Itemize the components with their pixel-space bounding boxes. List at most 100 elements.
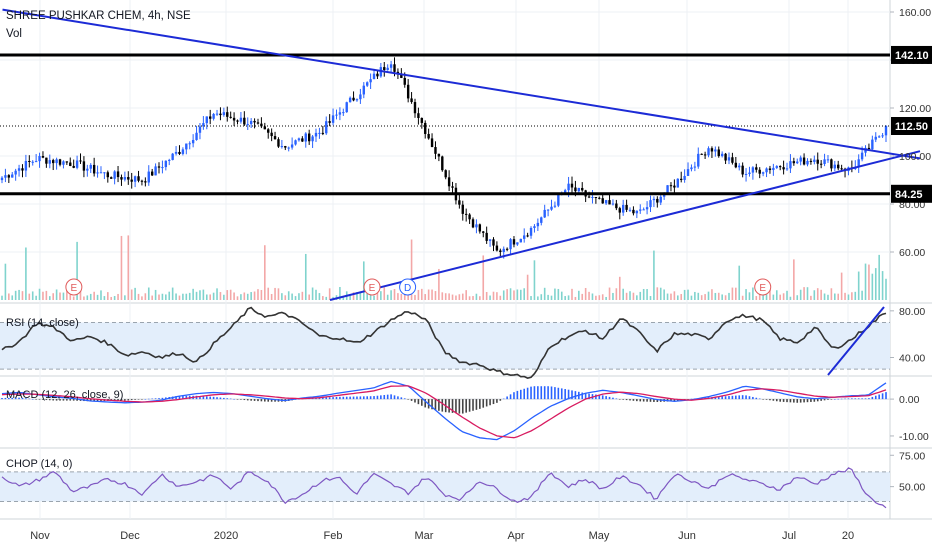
macd-histogram-bar	[455, 399, 457, 414]
macd-histogram-bar	[38, 399, 41, 400]
candle-body	[65, 161, 69, 163]
event-marker-letter: D	[404, 283, 411, 294]
macd-histogram-bar	[332, 397, 334, 400]
volume-bar	[820, 289, 822, 300]
candle-body	[471, 219, 475, 228]
macd-histogram-bar	[793, 399, 795, 403]
macd-histogram-bar	[653, 399, 655, 402]
volume-bar	[31, 291, 34, 300]
volume-bar	[806, 287, 809, 300]
candle-body	[652, 198, 656, 201]
volume-bar	[35, 295, 37, 300]
volume-bar	[728, 292, 730, 300]
macd-histogram-bar	[775, 399, 778, 402]
macd-histogram-bar	[380, 395, 382, 400]
macd-histogram-bar	[219, 397, 222, 400]
candle-body	[294, 140, 297, 145]
volume-bar	[124, 295, 126, 300]
candle-body	[792, 161, 796, 164]
volume-bar	[48, 296, 51, 300]
macd-histogram-bar	[741, 395, 744, 400]
macd-histogram-bar	[441, 399, 444, 412]
candle-body	[697, 153, 700, 167]
macd-histogram-bar	[482, 399, 485, 408]
volume-bar	[267, 287, 270, 300]
macd-line	[1, 380, 887, 441]
volume-bar	[793, 259, 795, 300]
volume-bar	[352, 292, 355, 300]
candle-body	[171, 153, 174, 160]
candle-body	[857, 159, 860, 168]
volume-bar	[4, 263, 7, 300]
candle-body	[55, 159, 58, 164]
candle-body	[362, 85, 365, 95]
volume-bar	[642, 288, 645, 300]
macd-histogram-bar	[547, 386, 549, 400]
volume-bar	[796, 295, 799, 300]
candle-body	[512, 239, 516, 245]
volume-bar	[479, 296, 481, 300]
volume-bar	[789, 296, 792, 300]
candle-body	[352, 97, 355, 101]
candle-body	[267, 129, 270, 133]
macd-histogram-bar	[42, 399, 44, 400]
candle-body	[707, 148, 710, 156]
volume-bar	[629, 291, 631, 300]
candle-body	[325, 121, 328, 134]
volume-bar	[195, 291, 198, 300]
candle-body	[328, 121, 331, 123]
candle-body	[482, 231, 485, 233]
macd-histogram-bar	[400, 397, 403, 400]
volume-bar	[745, 289, 747, 300]
candle-body	[389, 64, 393, 68]
candle-body	[502, 248, 505, 253]
candle-body	[700, 153, 703, 155]
volume-bar	[342, 296, 345, 300]
macd-histogram-bar	[226, 398, 229, 400]
candle-body	[625, 204, 628, 210]
volume-bar	[752, 287, 754, 300]
macd-histogram-bar	[48, 399, 51, 401]
candle-body	[714, 149, 717, 152]
macd-histogram-bar	[786, 399, 788, 403]
rsi-tick-label: 40.00	[899, 353, 925, 365]
macd-histogram-bar	[89, 399, 92, 402]
candle-body	[673, 185, 676, 188]
candle-body	[550, 206, 553, 210]
macd-histogram-bar	[745, 395, 747, 400]
macd-histogram-bar	[857, 398, 860, 400]
volume-bar	[113, 296, 116, 300]
volume-bar	[257, 289, 259, 300]
macd-tick-label: -10.00	[899, 431, 929, 443]
candle-body	[185, 143, 188, 150]
macd-histogram-bar	[728, 396, 730, 400]
candle-body	[755, 167, 758, 170]
macd-histogram-bar	[823, 399, 826, 401]
volume-bar	[287, 291, 290, 300]
trendline-ascending	[329, 150, 921, 301]
volume-bar	[250, 292, 252, 300]
candle-body	[335, 114, 338, 116]
volume-bar	[424, 294, 427, 300]
macd-histogram-bar	[369, 396, 372, 400]
candle-body	[212, 113, 215, 119]
candle-body	[215, 113, 219, 115]
candle-body	[154, 166, 157, 176]
volume-bar	[226, 290, 229, 300]
chop-tick-label: 75.00	[899, 450, 925, 462]
macd-histogram-bar	[813, 399, 816, 402]
candle-body	[840, 168, 843, 170]
macd-histogram-bar	[130, 399, 133, 401]
macd-histogram-bar	[618, 399, 621, 400]
candle-body	[369, 79, 372, 83]
macd-histogram-bar	[199, 396, 201, 400]
volume-bar	[277, 288, 280, 300]
volume-bar	[322, 296, 324, 300]
volume-bar	[185, 293, 188, 300]
candle-body	[867, 147, 871, 150]
macd-histogram-bar	[656, 399, 659, 403]
volume-bar	[458, 294, 461, 300]
candle-body	[495, 245, 499, 251]
macd-histogram-bar	[76, 399, 78, 401]
